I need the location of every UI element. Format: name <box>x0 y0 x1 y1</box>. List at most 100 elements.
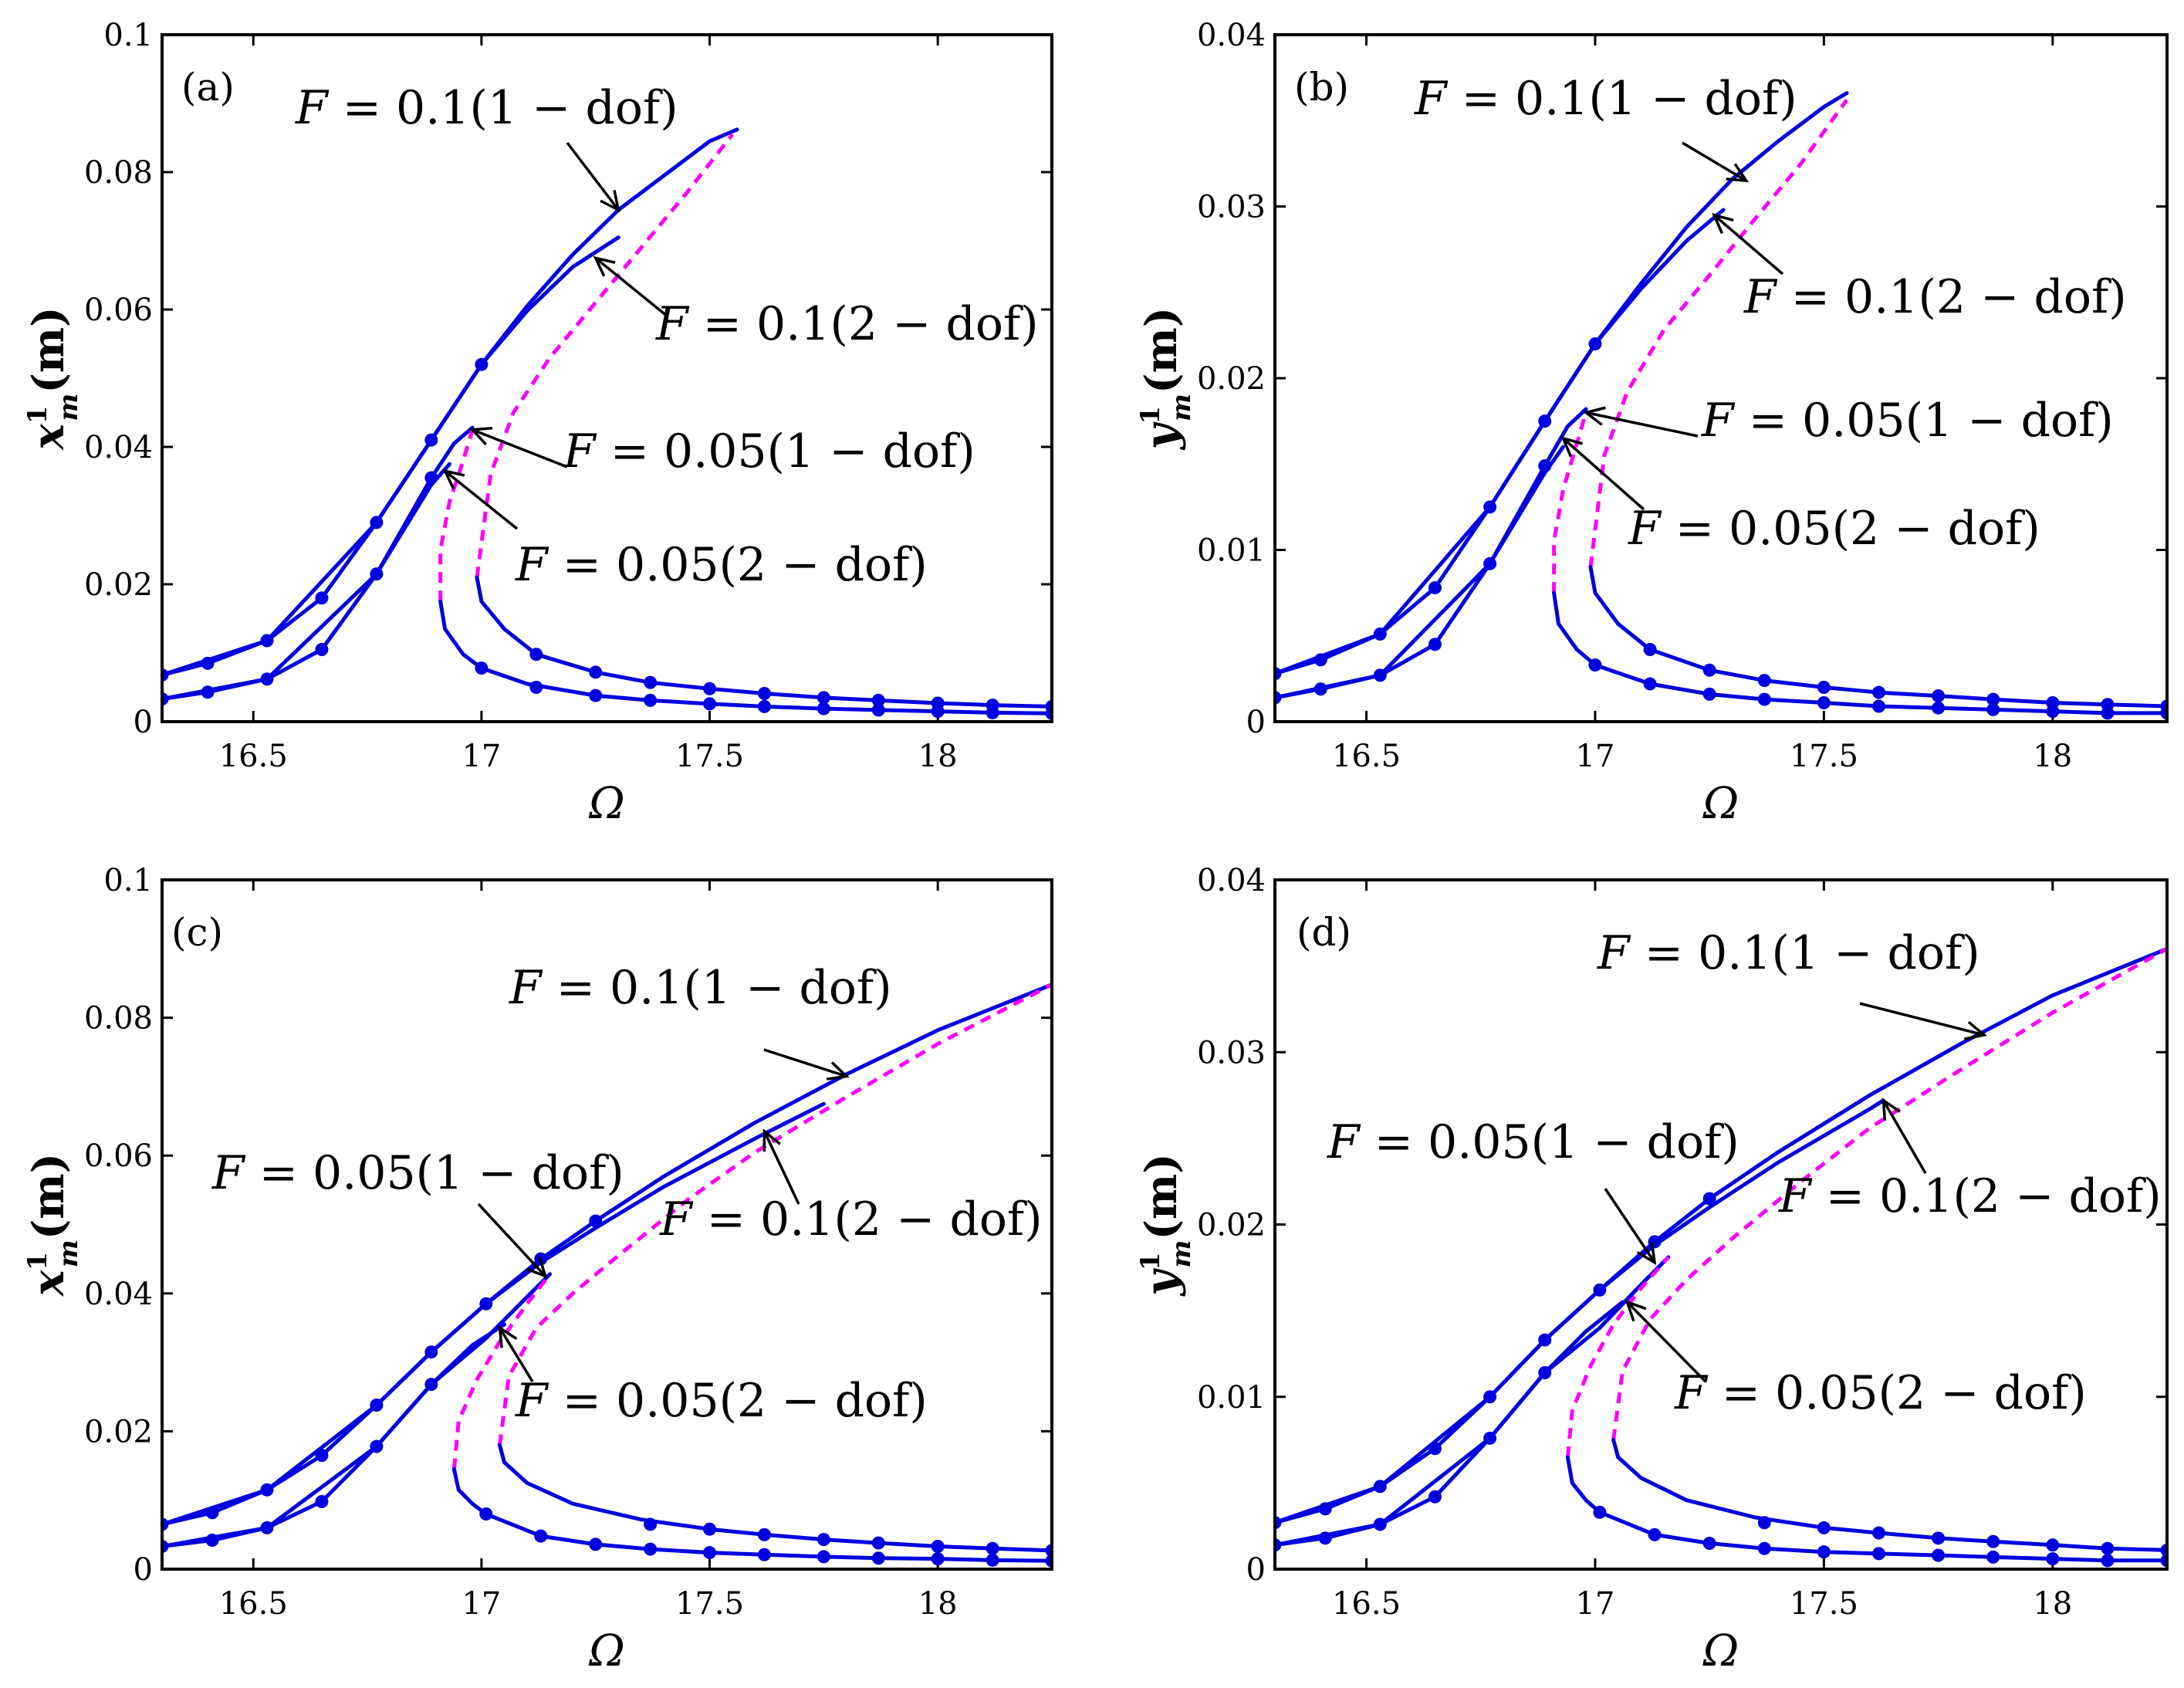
annotation-label: F = 0.1(1 − dof) <box>1597 926 1980 980</box>
series-line <box>162 127 739 677</box>
annotation-arrowhead <box>469 427 493 446</box>
x-tick-label: 18 <box>2033 739 2072 774</box>
series-line <box>451 1273 552 1470</box>
annotation-value: = 0.1(1 − dof) <box>542 961 892 1015</box>
annotation-arrowhead <box>826 1061 850 1081</box>
data-point-marker <box>871 1551 885 1565</box>
data-point-marker <box>931 1552 945 1566</box>
data-point-marker <box>871 703 885 717</box>
y-tick-label: 0.01 <box>1197 1380 1266 1416</box>
annotation-value: = 0.05(2 − dof) <box>1707 1366 2087 1420</box>
annotation-force-symbol: F <box>211 1146 246 1200</box>
annotation-force-symbol: F <box>1327 1115 1361 1169</box>
annotation-arrow <box>1712 214 1784 276</box>
data-point-marker <box>1318 1531 1332 1545</box>
data-point-marker <box>644 1517 658 1531</box>
y-axis-label: y1m(m) <box>1135 1153 1197 1297</box>
annotation-arrowhead <box>1712 213 1734 235</box>
panel-c: 16.5 17 17.5 18 0 0.02 0.04 0.06 0.08 0.1 (c) Ωx1m(… <box>22 863 1053 1676</box>
data-point-marker <box>589 1214 603 1228</box>
data-point-marker <box>1275 1538 1282 1552</box>
data-point-marker <box>1757 692 1771 706</box>
data-point-marker <box>871 1536 885 1550</box>
data-point-marker <box>757 1527 771 1541</box>
annotation-arrow <box>763 1048 847 1078</box>
annotation-force-symbol: F <box>1628 502 1662 556</box>
series-group <box>162 127 1052 720</box>
x-tick-label: 16.5 <box>219 739 288 774</box>
annotation-force-symbol: F <box>1674 1366 1709 1420</box>
annotation-label: F = 0.1(2 − dof) <box>1743 270 2127 324</box>
data-point-marker <box>1702 1537 1716 1551</box>
data-point-marker <box>479 1297 493 1311</box>
data-point-marker <box>2160 706 2167 720</box>
data-point-marker <box>1045 706 1052 720</box>
data-point-marker <box>1757 1541 1771 1555</box>
x-tick-label: 17.5 <box>675 1586 744 1622</box>
data-point-marker <box>162 1540 169 1554</box>
y-label-subscript: m <box>53 1240 84 1267</box>
data-point-marker <box>1538 414 1552 428</box>
x-axis-label: Ω <box>1702 1626 1739 1676</box>
data-point-marker <box>315 643 329 657</box>
data-point-marker <box>1483 1390 1497 1404</box>
annotation-arrow <box>566 141 620 211</box>
annotation-arrowhead <box>1624 1300 1647 1322</box>
data-point-marker <box>1817 1521 1831 1534</box>
x-tick-label: 17.5 <box>1790 739 1858 774</box>
data-point-marker <box>534 1529 548 1543</box>
annotation-arrowhead <box>498 1325 518 1348</box>
annotation-arrow <box>477 1203 546 1277</box>
data-point-marker <box>1275 1516 1282 1530</box>
series-line <box>1552 590 2167 715</box>
annotation-arrowhead <box>593 255 616 277</box>
series-group <box>162 983 1052 1568</box>
y-tick-label: 0.03 <box>1197 1035 1266 1071</box>
data-point-marker <box>315 591 329 605</box>
data-point-marker <box>1373 628 1387 641</box>
data-point-marker <box>2046 705 2060 719</box>
data-point-marker <box>816 702 830 715</box>
x-tick-label: 16.5 <box>1332 1586 1401 1622</box>
y-axis-label: x1m(m) <box>22 1153 84 1297</box>
data-point-marker <box>1593 1283 1607 1297</box>
data-point-marker <box>1702 663 1716 677</box>
series-line <box>438 429 475 602</box>
data-point-marker <box>816 1550 830 1564</box>
data-point-marker <box>201 685 215 699</box>
data-point-marker <box>931 1540 945 1554</box>
x-tick-label: 17 <box>461 1586 501 1622</box>
data-point-marker <box>1648 1527 1662 1541</box>
data-point-marker <box>315 1449 329 1463</box>
annotation-force-symbol: F <box>1701 394 1736 448</box>
data-point-marker <box>589 688 603 702</box>
y-tick-label: 0.02 <box>1197 361 1266 397</box>
x-tick-label: 18 <box>2033 1586 2072 1622</box>
y-tick-label: 0 <box>134 1552 153 1588</box>
data-point-marker <box>986 1541 999 1555</box>
data-point-marker <box>1643 677 1657 691</box>
data-point-marker <box>986 705 999 719</box>
annotation-force-symbol: F <box>1743 270 1778 324</box>
x-tick-label: 16.5 <box>219 1586 288 1622</box>
y-tick-label: 0.06 <box>84 1138 153 1174</box>
data-point-marker <box>1373 1480 1387 1493</box>
annotation-label: F = 0.1(1 − dof) <box>509 961 892 1015</box>
annotation-arrowhead <box>1964 1020 1987 1040</box>
data-point-marker <box>260 672 274 686</box>
series-group <box>1275 91 2167 720</box>
data-point-marker <box>1986 692 2000 706</box>
y-tick-label: 0.06 <box>84 293 153 328</box>
series-line <box>1588 565 2167 709</box>
y-tick-label: 0.04 <box>84 1277 153 1312</box>
annotation-arrow <box>444 469 519 530</box>
data-point-marker <box>589 665 603 679</box>
data-point-marker <box>1538 458 1552 472</box>
data-point-marker <box>1483 556 1497 570</box>
y-tick-label: 0.1 <box>103 863 153 898</box>
data-point-marker <box>1318 1502 1332 1516</box>
data-point-marker <box>703 697 717 711</box>
data-point-marker <box>986 1553 999 1567</box>
